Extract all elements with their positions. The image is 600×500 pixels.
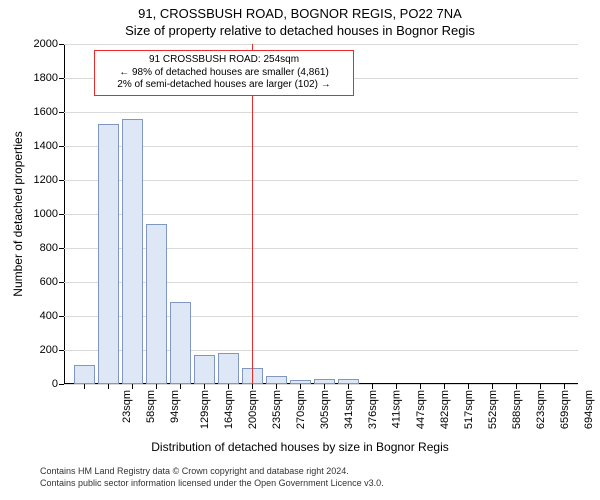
x-tick-label: 164sqm (223, 390, 235, 429)
y-axis-label: Number of detached properties (11, 131, 25, 296)
x-tick-label: 552sqm (487, 390, 499, 429)
y-tick-label: 200 (40, 344, 58, 356)
x-tick-mark (372, 384, 373, 389)
y-tick-label: 1600 (34, 106, 58, 118)
histogram-bar (74, 365, 95, 384)
y-tick-mark (59, 214, 64, 215)
x-tick-label: 129sqm (199, 390, 211, 429)
histogram-bar (122, 119, 143, 384)
y-tick-mark (59, 112, 64, 113)
chart-title-line1: 91, CROSSBUSH ROAD, BOGNOR REGIS, PO22 7… (0, 6, 600, 21)
x-tick-label: 200sqm (247, 390, 259, 429)
footer-line2: Contains public sector information licen… (40, 478, 384, 490)
x-tick-label: 447sqm (415, 390, 427, 429)
x-tick-label: 659sqm (559, 390, 571, 429)
x-axis-label: Distribution of detached houses by size … (0, 440, 600, 454)
y-tick-mark (59, 282, 64, 283)
x-tick-mark (396, 384, 397, 389)
x-tick-mark (276, 384, 277, 389)
x-tick-label: 588sqm (511, 390, 523, 429)
x-tick-mark (204, 384, 205, 389)
y-tick-label: 1000 (34, 208, 58, 220)
y-tick-mark (59, 248, 64, 249)
y-tick-mark (59, 146, 64, 147)
histogram-bar (218, 353, 239, 384)
y-tick-label: 400 (40, 310, 58, 322)
x-tick-label: 517sqm (463, 390, 475, 429)
x-tick-label: 482sqm (439, 390, 451, 429)
grid-line (64, 112, 578, 113)
x-tick-label: 94sqm (169, 390, 181, 423)
histogram-bar (194, 355, 215, 384)
y-tick-mark (59, 316, 64, 317)
footer-text: Contains HM Land Registry data © Crown c… (40, 466, 384, 489)
histogram-bar (98, 124, 119, 384)
y-tick-mark (59, 350, 64, 351)
info-box-line1: 91 CROSSBUSH ROAD: 254sqm (101, 54, 347, 67)
x-tick-label: 235sqm (271, 390, 283, 429)
y-tick-label: 0 (52, 378, 58, 390)
x-tick-label: 305sqm (319, 390, 331, 429)
y-tick-mark (59, 44, 64, 45)
x-tick-mark (300, 384, 301, 389)
grid-line (64, 384, 578, 385)
x-tick-label: 58sqm (145, 390, 157, 423)
info-box: 91 CROSSBUSH ROAD: 254sqm ← 98% of detac… (94, 50, 354, 96)
x-tick-mark (228, 384, 229, 389)
x-tick-label: 623sqm (535, 390, 547, 429)
y-tick-mark (59, 384, 64, 385)
histogram-bar (146, 224, 167, 384)
x-tick-label: 411sqm (390, 390, 402, 428)
histogram-bar (170, 302, 191, 384)
x-tick-mark (540, 384, 541, 389)
x-tick-label: 376sqm (367, 390, 379, 429)
x-tick-mark (132, 384, 133, 389)
x-tick-mark (444, 384, 445, 389)
x-tick-mark (420, 384, 421, 389)
y-tick-mark (59, 180, 64, 181)
footer-line1: Contains HM Land Registry data © Crown c… (40, 466, 384, 478)
x-tick-mark (252, 384, 253, 389)
x-tick-mark (564, 384, 565, 389)
chart-root: 91, CROSSBUSH ROAD, BOGNOR REGIS, PO22 7… (0, 0, 600, 500)
x-tick-label: 341sqm (343, 390, 355, 429)
x-tick-mark (492, 384, 493, 389)
x-tick-mark (156, 384, 157, 389)
y-tick-label: 2000 (34, 38, 58, 50)
y-tick-label: 800 (40, 242, 58, 254)
x-tick-label: 694sqm (583, 390, 595, 429)
x-tick-label: 23sqm (121, 390, 133, 423)
y-tick-label: 1200 (34, 174, 58, 186)
info-box-line3: 2% of semi-detached houses are larger (1… (101, 79, 347, 92)
x-tick-label: 270sqm (295, 390, 307, 429)
y-tick-label: 1400 (34, 140, 58, 152)
x-tick-mark (516, 384, 517, 389)
histogram-bar (266, 376, 287, 385)
x-tick-mark (468, 384, 469, 389)
plot-area: 020040060080010001200140016001800200023s… (64, 44, 578, 384)
y-tick-mark (59, 78, 64, 79)
x-tick-mark (84, 384, 85, 389)
grid-line (64, 44, 578, 45)
y-tick-label: 600 (40, 276, 58, 288)
chart-title-line2: Size of property relative to detached ho… (0, 23, 600, 38)
x-tick-mark (324, 384, 325, 389)
info-box-line2: ← 98% of detached houses are smaller (4,… (101, 67, 347, 80)
x-tick-mark (180, 384, 181, 389)
y-tick-label: 1800 (34, 72, 58, 84)
x-tick-mark (348, 384, 349, 389)
x-tick-mark (108, 384, 109, 389)
